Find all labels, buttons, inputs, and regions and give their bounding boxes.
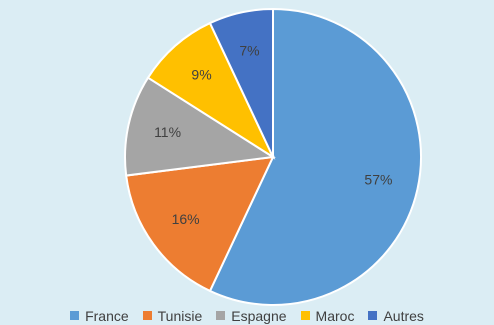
- legend-swatch-maroc: [300, 311, 310, 320]
- legend-swatch-tunisie: [142, 311, 152, 320]
- slice-label-autres: 7%: [239, 42, 259, 58]
- legend-item-maroc: Maroc: [300, 307, 355, 324]
- pie-slice-tunisie: [125, 155, 275, 293]
- legend-swatch-france: [70, 311, 80, 320]
- pie-slices: [124, 7, 422, 306]
- legend-label-espagne: Espagne: [231, 307, 287, 324]
- legend-swatch-autres: [368, 311, 378, 320]
- slice-label-tunisie: 16%: [172, 211, 200, 227]
- legend-item-france: France: [70, 308, 129, 324]
- legend-swatch-espagne: [216, 311, 226, 320]
- chart-legend: France Tunisie Espagne Maroc Autres: [0, 306, 494, 325]
- pie-slice-france: [208, 7, 422, 306]
- slice-label-france: 57%: [364, 171, 392, 187]
- pie-slice-maroc: [146, 21, 276, 160]
- pie-slice-autres: [208, 7, 274, 158]
- pie-slice-labels: 57% 16% 11% 9% 7%: [154, 42, 392, 227]
- legend-item-autres: Autres: [368, 307, 424, 324]
- legend-label-tunisie: Tunisie: [157, 307, 203, 324]
- legend-label-autres: Autres: [383, 307, 424, 324]
- slice-label-espagne: 11%: [154, 124, 181, 140]
- legend-label-maroc: Maroc: [315, 307, 355, 324]
- legend-item-espagne: Espagne: [216, 307, 287, 324]
- pie-slice-espagne: [124, 76, 276, 177]
- legend-item-tunisie: Tunisie: [142, 307, 203, 324]
- slice-label-maroc: 9%: [191, 67, 211, 83]
- legend-label-france: France: [85, 307, 129, 324]
